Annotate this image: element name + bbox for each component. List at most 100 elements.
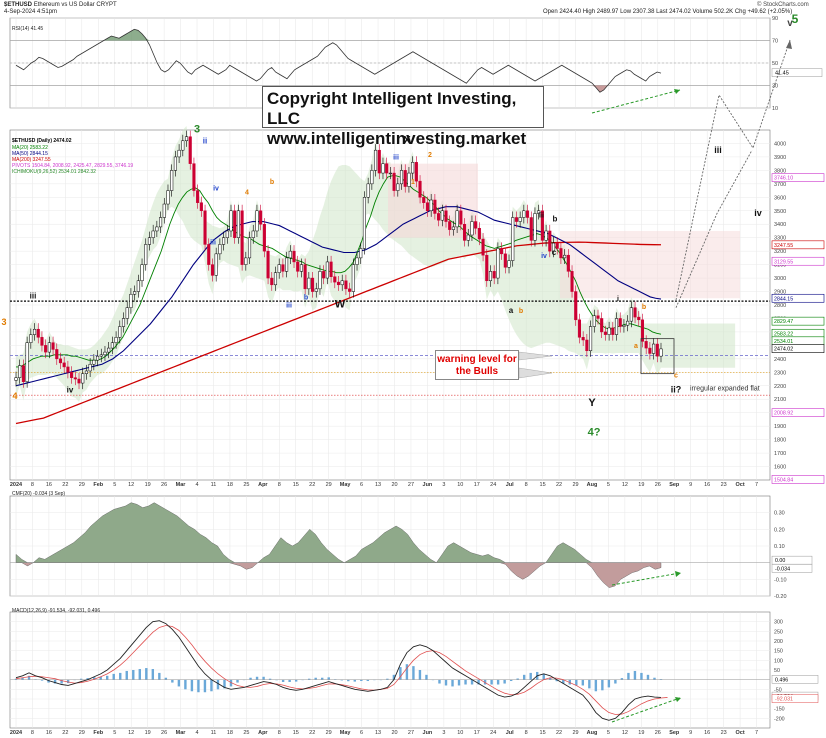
macd-tick-label: 50	[774, 668, 780, 674]
macd-histogram-bar	[197, 679, 200, 693]
candle-body	[229, 210, 233, 232]
wave-label: iv	[754, 208, 762, 218]
candle-body	[529, 217, 533, 241]
macd-histogram-bar	[158, 672, 161, 680]
macd-histogram-bar	[477, 679, 480, 685]
ma50-line	[15, 206, 662, 387]
macd-histogram-bar	[412, 666, 415, 680]
credit-label: © StockCharts.com	[757, 2, 809, 8]
candle-body	[503, 253, 507, 268]
candle-body	[548, 230, 552, 252]
cmf-negative-area	[16, 562, 662, 588]
wave-label: i	[617, 296, 619, 303]
candle-body	[296, 261, 300, 272]
price-tick-label: 3100	[774, 263, 786, 269]
macd-histogram-bar	[53, 679, 57, 684]
wave-label: iii	[286, 303, 292, 310]
candle-body	[311, 277, 315, 292]
candle-body	[433, 199, 437, 214]
x-tick-label: Jun	[423, 482, 433, 488]
macd-histogram-bar	[516, 678, 519, 680]
candle-body	[388, 172, 392, 175]
candle-body	[170, 170, 174, 191]
candle-body	[32, 328, 37, 335]
macd-histogram-bar	[255, 676, 259, 680]
x-tick-label: 13	[375, 482, 381, 488]
price-tag-box	[771, 293, 825, 303]
macd-histogram-bar	[353, 679, 356, 682]
candle-body	[58, 358, 63, 364]
candle-body	[596, 315, 600, 319]
candle-body	[581, 337, 585, 341]
irregular-flat-box	[640, 338, 675, 375]
x-tick-label: Feb	[93, 482, 103, 488]
x-tick-label: 9	[689, 482, 692, 488]
candle-body	[307, 277, 311, 290]
macd-histogram-bar	[386, 678, 389, 680]
x-tick-label: 15	[293, 730, 299, 736]
candle-body	[129, 293, 133, 308]
wave-label: 4	[245, 190, 249, 197]
candle-body	[448, 221, 452, 230]
symbol-name: Ethereum vs US Dollar	[33, 2, 95, 8]
macd-histogram-bar	[203, 679, 207, 693]
cmf-tick-label: 0.10	[774, 544, 785, 550]
x-tick-label: 5	[113, 482, 116, 488]
chart-symbol-header: $ETHUSD Ethereum vs US Dollar CRYPT	[4, 2, 117, 8]
wave-label: 3	[1, 317, 6, 327]
macd-histogram-bar	[562, 679, 565, 684]
candle-body	[644, 341, 648, 349]
chart-datetime: 4-Sep-2024 4:51pm	[4, 9, 58, 15]
candle-body	[655, 343, 659, 357]
candle-body	[355, 257, 359, 265]
macd-histogram-bar	[138, 669, 141, 680]
wave-label: iv	[213, 186, 219, 193]
candle-body	[585, 339, 589, 352]
candle-body	[459, 210, 463, 225]
candle-body	[21, 365, 25, 382]
candle-body	[559, 248, 563, 259]
price-tick-label: 1700	[774, 451, 786, 457]
wave-label: iii	[30, 291, 37, 300]
candle-body	[62, 362, 66, 368]
candle-body	[144, 244, 148, 265]
wave-label: c	[552, 248, 557, 257]
x-tick-label: Mar	[176, 730, 187, 736]
candle-body	[333, 276, 337, 283]
candle-body	[526, 210, 530, 218]
macd-histogram-bar	[223, 679, 226, 689]
candle-body	[411, 162, 415, 174]
x-tick-label: 26	[161, 482, 167, 488]
candle-body	[247, 237, 252, 259]
wave-label: iii	[538, 213, 544, 220]
candle-body	[359, 248, 363, 259]
price-tag: 2844.15	[774, 296, 793, 302]
candle-body	[155, 226, 159, 232]
macd-histogram-bar	[457, 679, 461, 686]
candle-body	[537, 210, 541, 214]
macd-tag: 0.496	[775, 677, 788, 683]
macd-histogram-bar	[607, 679, 611, 688]
x-tick-label: 17	[474, 482, 480, 488]
candle-body	[633, 307, 637, 318]
candle-body	[77, 378, 81, 384]
x-tick-label: 4	[195, 482, 198, 488]
candle-body	[351, 264, 355, 292]
x-tick-label: 3	[442, 482, 445, 488]
candle-body	[81, 373, 85, 384]
macd-histogram-bar	[171, 679, 174, 683]
candle-body	[488, 271, 493, 282]
wave-label: v	[787, 18, 793, 29]
candle-body	[303, 264, 307, 290]
macd-histogram-bar	[392, 674, 396, 680]
x-tick-label: 22	[62, 730, 68, 736]
rsi-tick-label: 70	[772, 39, 778, 45]
candle-body	[281, 264, 285, 272]
x-tick-label: 23	[721, 482, 727, 488]
candle-body	[96, 355, 100, 361]
wave-label: iii	[714, 145, 722, 155]
x-tick-label: 11	[211, 482, 217, 488]
candle-body	[285, 257, 289, 272]
candle-body	[270, 277, 274, 286]
ichimoku-legend: ICHIMOKU(9,26,52) 2534.01 2842.32	[12, 169, 96, 175]
